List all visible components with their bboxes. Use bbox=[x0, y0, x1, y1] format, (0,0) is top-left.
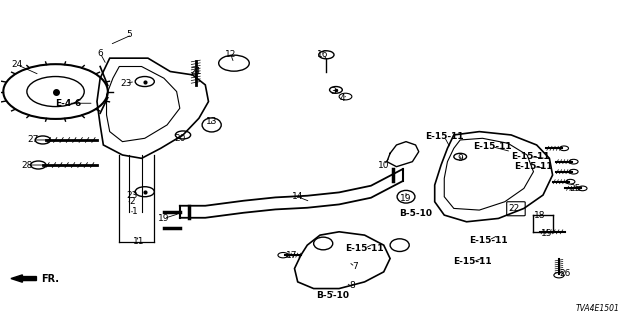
Text: TVA4E1501: TVA4E1501 bbox=[575, 304, 620, 313]
Circle shape bbox=[31, 161, 46, 169]
Text: 21: 21 bbox=[190, 67, 202, 76]
Text: 24: 24 bbox=[12, 60, 23, 69]
Text: 5: 5 bbox=[126, 30, 132, 39]
Text: E-15-11: E-15-11 bbox=[346, 244, 384, 253]
Text: E-15-11: E-15-11 bbox=[514, 162, 553, 171]
Text: 20: 20 bbox=[174, 134, 186, 143]
Text: 23: 23 bbox=[126, 191, 138, 200]
Text: 19: 19 bbox=[158, 214, 170, 223]
Text: 25: 25 bbox=[569, 184, 580, 193]
Text: 1: 1 bbox=[132, 207, 138, 216]
Text: 23: 23 bbox=[120, 79, 131, 88]
Text: E-15-11: E-15-11 bbox=[473, 142, 511, 151]
Text: FR.: FR. bbox=[41, 274, 59, 284]
Text: 15: 15 bbox=[540, 229, 552, 238]
Text: 22: 22 bbox=[509, 204, 520, 213]
Text: 8: 8 bbox=[349, 281, 355, 290]
Text: E-15-11: E-15-11 bbox=[470, 236, 508, 245]
Text: 2: 2 bbox=[129, 197, 135, 206]
Text: 28: 28 bbox=[21, 161, 33, 170]
Text: E-15-11: E-15-11 bbox=[425, 132, 463, 141]
Text: 17: 17 bbox=[285, 251, 297, 260]
Text: 26: 26 bbox=[559, 269, 571, 278]
Text: 10: 10 bbox=[378, 161, 390, 170]
Text: 27: 27 bbox=[28, 135, 39, 144]
Text: 3: 3 bbox=[330, 87, 335, 96]
Text: 4: 4 bbox=[339, 94, 345, 103]
Text: 7: 7 bbox=[352, 262, 358, 271]
Text: E-15-11: E-15-11 bbox=[454, 257, 492, 266]
Text: E-15-11: E-15-11 bbox=[511, 152, 550, 161]
Text: 6: 6 bbox=[97, 49, 103, 58]
Text: B-5-10: B-5-10 bbox=[399, 209, 432, 218]
Text: 13: 13 bbox=[206, 117, 218, 126]
Text: E-4-6: E-4-6 bbox=[55, 99, 81, 108]
Text: 9: 9 bbox=[458, 154, 463, 163]
Text: 12: 12 bbox=[225, 50, 236, 59]
FancyArrow shape bbox=[11, 275, 36, 282]
Text: 11: 11 bbox=[132, 237, 144, 246]
Circle shape bbox=[35, 136, 51, 144]
Text: 16: 16 bbox=[317, 50, 329, 59]
Text: 14: 14 bbox=[292, 192, 303, 201]
Text: B-5-10: B-5-10 bbox=[316, 291, 349, 300]
Text: 19: 19 bbox=[400, 194, 412, 203]
Text: 18: 18 bbox=[534, 211, 545, 220]
